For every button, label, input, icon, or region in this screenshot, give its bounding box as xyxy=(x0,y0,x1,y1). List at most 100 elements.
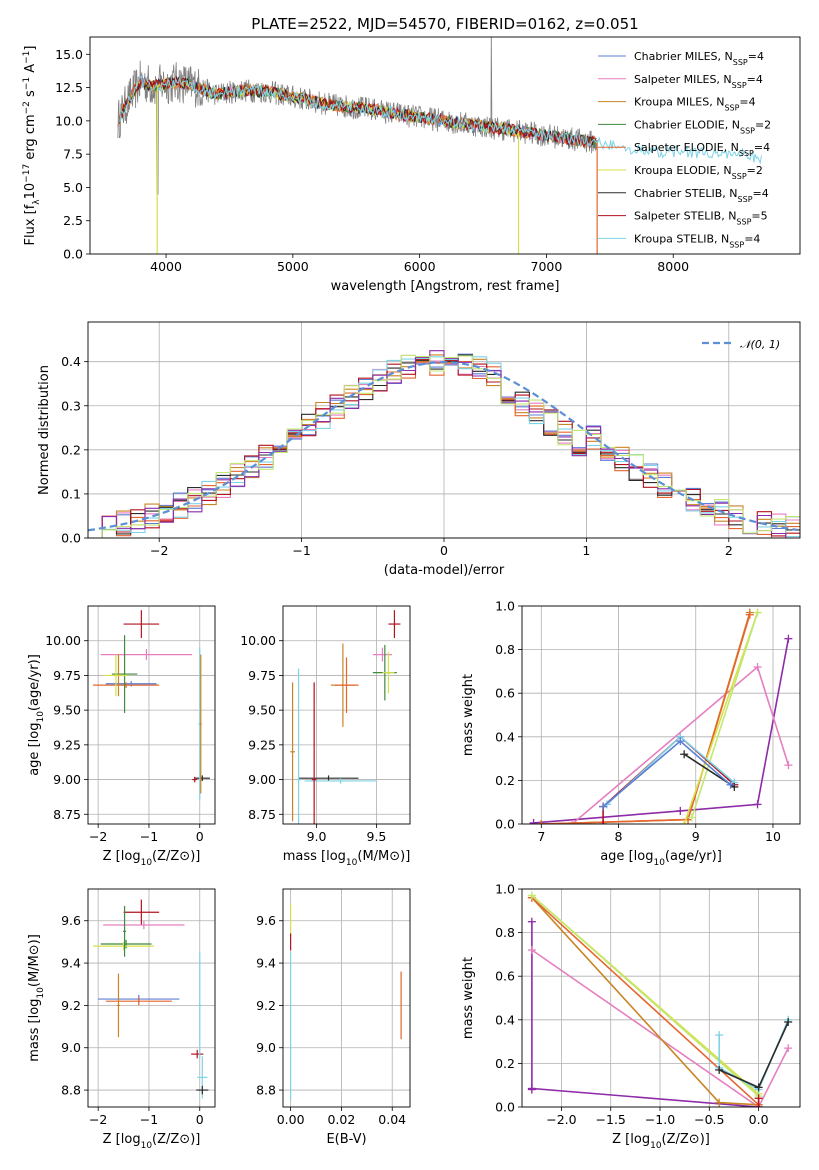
plot-area xyxy=(93,899,209,1099)
errorbar-point xyxy=(382,651,395,694)
weight-marker xyxy=(599,820,608,824)
weight-marker xyxy=(527,946,536,955)
x-tick-label: −1 xyxy=(292,543,310,558)
weight-line xyxy=(533,638,790,824)
legend-entry: Chabrier MILES, NSSP=4 xyxy=(634,50,764,67)
y-tick-label: 8.75 xyxy=(248,807,276,822)
errorbar-point xyxy=(290,682,295,822)
x-tick-label: 0.04 xyxy=(378,1112,406,1127)
plot-area xyxy=(290,903,402,1101)
y-tick-label: 5.0 xyxy=(63,180,83,195)
x-tick-label: 9.5 xyxy=(367,829,387,844)
panel-age-vs-mass: 9.0 9.5 8.75 9.00 9.25 9.50 9.75 10.00 mass [log… xyxy=(240,605,411,868)
y-tick-label: 0.1 xyxy=(61,486,81,501)
axis-label: age [log10(age/yr)] xyxy=(27,654,46,776)
y-tick-label: 10.0 xyxy=(55,113,83,128)
model-spectrum-8 xyxy=(119,76,762,165)
axis-label: mass weight xyxy=(461,957,476,1039)
axes-frame xyxy=(521,888,801,1108)
legend-entry: Kroupa STELIB, NSSP=4 xyxy=(634,232,760,249)
errorbar-point xyxy=(334,657,359,713)
data-emission-line xyxy=(490,37,493,128)
figure-title: PLATE=2522, MJD=54570, FIBERID=0162, z=0… xyxy=(251,15,638,33)
histogram-8 xyxy=(88,354,800,538)
weight-marker xyxy=(753,608,762,617)
y-tick-label: 1.0 xyxy=(495,882,515,897)
weight-line xyxy=(541,614,751,824)
weight-marker xyxy=(527,917,536,926)
x-tick-label: 2 xyxy=(725,543,733,558)
y-tick-label: 0.4 xyxy=(495,729,515,744)
errorbar-point xyxy=(311,682,317,824)
x-tick-label: 10 xyxy=(765,829,781,844)
legend-entry: 𝒩(0, 1) xyxy=(740,338,780,351)
axis-label: Z [log10(Z/Z⊙)] xyxy=(103,1132,201,1151)
weight-marker xyxy=(687,813,696,822)
errorbar-point xyxy=(196,1085,209,1095)
plot-area xyxy=(88,350,800,538)
weight-marker xyxy=(784,1017,793,1026)
x-tick-label: 7000 xyxy=(531,259,563,274)
weight-marker xyxy=(527,1084,536,1093)
weight-line xyxy=(531,894,760,1097)
y-tick-label: 9.2 xyxy=(61,998,81,1013)
y-tick-label: 0.4 xyxy=(61,354,81,369)
axes-frame xyxy=(282,605,411,825)
errorbar-point xyxy=(194,775,210,781)
x-tick-label: 1 xyxy=(582,543,590,558)
errorbar-point xyxy=(296,668,301,824)
errorbar-point xyxy=(198,952,202,1059)
weight-marker xyxy=(754,1103,763,1107)
weight-marker xyxy=(745,610,754,619)
weight-line xyxy=(571,665,790,824)
y-tick-label: 9.50 xyxy=(53,703,81,718)
errorbar-point xyxy=(191,1049,204,1059)
errorbar-point xyxy=(100,649,193,661)
x-tick-label: 0 xyxy=(440,543,448,558)
axis-label: (data-model)/error xyxy=(384,563,505,578)
x-tick-label: −2 xyxy=(89,829,107,844)
weight-line xyxy=(531,897,760,1106)
x-tick-label: 7 xyxy=(537,829,545,844)
y-tick-label: 15.0 xyxy=(55,47,83,62)
y-tick-label: 0.8 xyxy=(495,925,515,940)
weight-marker xyxy=(715,1098,724,1107)
y-tick-label: 0.2 xyxy=(495,773,515,788)
gaussian-curve xyxy=(88,360,798,532)
y-tick-label: 0.2 xyxy=(495,1056,515,1071)
y-tick-label: 9.0 xyxy=(61,1040,81,1055)
errorbar-point xyxy=(199,654,202,794)
y-tick-label: 0.8 xyxy=(495,642,515,657)
x-tick-label: 5000 xyxy=(277,259,309,274)
legend-entry: Chabrier STELIB, NSSP=4 xyxy=(634,187,769,204)
weight-marker xyxy=(754,1083,763,1092)
axis-label: Flux [fλ10−17 erg cm−2 s−1 A−1] xyxy=(22,46,42,246)
plot-area xyxy=(290,610,401,824)
panel-residuals: −2 −1 0 1 2 0.0 0.1 0.2 0.3 0.4 (data-model)/error… xyxy=(37,321,801,578)
y-tick-label: 8.8 xyxy=(256,1083,276,1098)
plot-area xyxy=(529,608,793,824)
y-tick-label: 9.00 xyxy=(53,772,81,787)
errorbar-point xyxy=(372,647,393,662)
y-tick-label: 9.2 xyxy=(256,998,276,1013)
errorbar-point xyxy=(93,941,155,951)
weight-line xyxy=(531,949,789,1107)
y-tick-label: 0.6 xyxy=(495,686,515,701)
weight-marker xyxy=(753,663,762,672)
errorbar-point xyxy=(93,682,160,688)
gridlines xyxy=(88,606,215,824)
y-tick-label: 0.3 xyxy=(61,398,81,413)
x-tick-label: −1.0 xyxy=(645,1112,675,1127)
x-tick-label: −2 xyxy=(150,543,168,558)
gridlines xyxy=(522,888,800,1108)
weight-marker xyxy=(527,891,536,900)
y-tick-label: 0.0 xyxy=(495,817,515,832)
axes-frame xyxy=(521,605,801,825)
panel-weight-vs-Z: −2.0 −1.5 −1.0 −0.5 0.0 0.0 0.2 0.4 0.6 0.8 1.0 Z [… xyxy=(461,882,801,1151)
y-tick-label: 0.2 xyxy=(61,442,81,457)
gridlines xyxy=(283,889,410,1107)
errorbar-point xyxy=(123,899,160,925)
axis-label: Z [log10(Z/Z⊙)] xyxy=(612,1132,710,1151)
weight-marker xyxy=(726,780,735,789)
axes-frame xyxy=(87,321,801,539)
